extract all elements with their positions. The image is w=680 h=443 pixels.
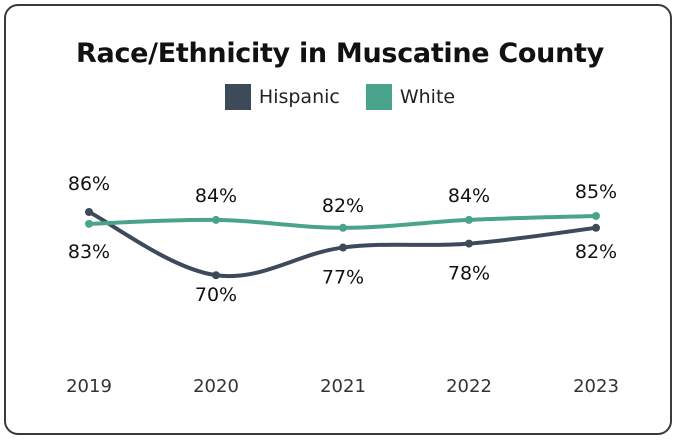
x-tick-label-2021: 2021 — [320, 376, 366, 397]
data-label-white-2020: 84% — [195, 185, 237, 207]
data-point-hispanic-2020 — [212, 271, 220, 280]
legend-swatch-hispanic — [224, 84, 251, 110]
data-point-white-2022 — [465, 215, 473, 224]
data-point-hispanic-2023 — [592, 223, 600, 232]
data-label-hispanic-2019: 86% — [68, 173, 110, 195]
legend-label-hispanic: Hispanic — [258, 86, 340, 108]
data-label-hispanic-2020: 70% — [195, 284, 237, 306]
data-point-hispanic-2019 — [85, 208, 93, 216]
data-point-hispanic-2022 — [465, 239, 473, 248]
x-tick-label-2019: 2019 — [66, 376, 112, 397]
data-point-white-2020 — [212, 215, 220, 224]
data-label-hispanic-2023: 82% — [575, 241, 617, 263]
x-tick-label-2020: 2020 — [193, 376, 239, 397]
data-label-white-2021: 82% — [322, 195, 364, 217]
data-point-hispanic-2021 — [339, 243, 347, 252]
data-point-white-2021 — [339, 223, 347, 232]
chart-legend: Hispanic White — [0, 84, 680, 110]
data-label-hispanic-2022: 78% — [448, 263, 490, 285]
legend-item-white: White — [365, 84, 456, 110]
chart-card — [4, 4, 672, 435]
data-label-white-2022: 84% — [448, 185, 490, 207]
data-point-white-2023 — [592, 211, 600, 220]
chart-title: Race/Ethnicity in Muscatine County — [76, 38, 604, 69]
x-tick-label-2022: 2022 — [446, 376, 492, 397]
data-label-white-2023: 85% — [575, 181, 617, 203]
data-point-white-2019 — [85, 219, 93, 228]
legend-swatch-white — [365, 84, 392, 110]
legend-label-white: White — [399, 86, 456, 108]
x-tick-label-2023: 2023 — [573, 376, 619, 397]
data-label-white-2019: 83% — [68, 241, 110, 263]
data-label-hispanic-2021: 77% — [322, 267, 364, 289]
legend-item-hispanic: Hispanic — [224, 84, 340, 110]
